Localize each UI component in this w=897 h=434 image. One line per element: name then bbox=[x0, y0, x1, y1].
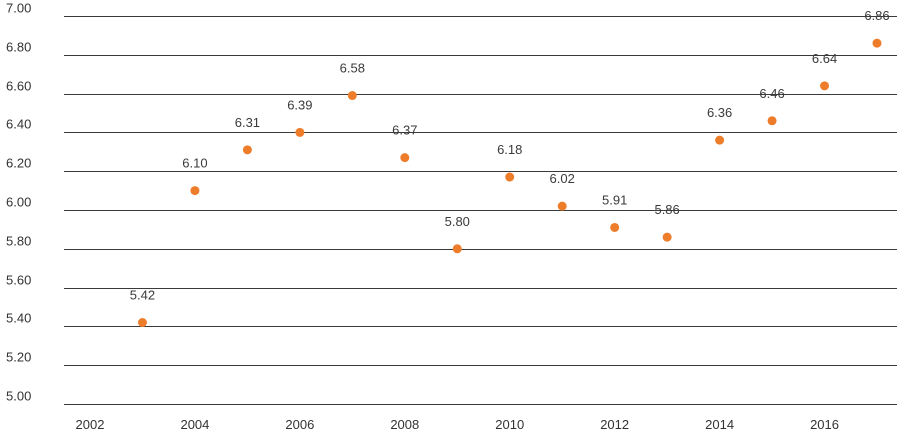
data-point-2006 bbox=[295, 127, 305, 137]
y-tick-label: 6.80 bbox=[6, 40, 31, 55]
x-tick-label: 2002 bbox=[76, 417, 105, 432]
data-point-2005 bbox=[242, 145, 252, 155]
data-point-2007 bbox=[347, 91, 357, 101]
y-tick-label: 5.60 bbox=[6, 273, 31, 288]
data-point-2010 bbox=[505, 172, 515, 182]
data-label-2005: 6.31 bbox=[235, 115, 260, 130]
y-axis-tick-labels: 5.00 5.20 5.40 5.60 5.80 6.00 6.20 6.40 6.60 6.80… bbox=[6, 1, 31, 404]
data-points bbox=[137, 38, 882, 328]
data-label-2011: 6.02 bbox=[550, 171, 575, 186]
data-label-2012: 5.91 bbox=[602, 192, 627, 207]
x-tick-label: 2012 bbox=[600, 417, 629, 432]
data-point-2003 bbox=[137, 318, 147, 328]
data-label-2016: 6.64 bbox=[812, 51, 837, 66]
data-point-2015 bbox=[767, 116, 777, 126]
x-tick-label: 2014 bbox=[705, 417, 734, 432]
x-tick-label: 2016 bbox=[810, 417, 839, 432]
data-labels: 5.42 6.10 6.31 6.39 6.58 6.37 5.80 6.18 6.02 5.91… bbox=[130, 8, 890, 302]
x-axis-tick-labels: 2002 2004 2006 2008 2010 2012 2014 2016 bbox=[76, 417, 839, 432]
data-point-2011 bbox=[557, 201, 567, 211]
y-tick-label: 6.00 bbox=[6, 195, 31, 210]
x-tick-label: 2004 bbox=[180, 417, 209, 432]
y-tick-label: 6.40 bbox=[6, 117, 31, 132]
y-tick-label: 7.00 bbox=[6, 1, 31, 16]
data-label-2015: 6.46 bbox=[759, 86, 784, 101]
gridlines bbox=[64, 16, 897, 405]
y-tick-label: 5.00 bbox=[6, 389, 31, 404]
data-label-2006: 6.39 bbox=[287, 97, 312, 112]
x-tick-label: 2008 bbox=[390, 417, 419, 432]
data-label-2017: 6.86 bbox=[864, 8, 889, 23]
data-point-2012 bbox=[610, 222, 620, 232]
x-tick-label: 2006 bbox=[285, 417, 314, 432]
data-point-2014 bbox=[715, 135, 725, 145]
x-tick-label: 2010 bbox=[495, 417, 524, 432]
y-tick-label: 5.20 bbox=[6, 350, 31, 365]
data-label-2009: 5.80 bbox=[445, 214, 470, 229]
data-label-2010: 6.18 bbox=[497, 142, 522, 157]
data-label-2008: 6.37 bbox=[392, 123, 417, 138]
y-tick-label: 6.60 bbox=[6, 79, 31, 94]
y-tick-label: 5.80 bbox=[6, 234, 31, 249]
data-label-2014: 6.36 bbox=[707, 105, 732, 120]
data-point-2013 bbox=[662, 232, 672, 242]
data-label-2003: 5.42 bbox=[130, 288, 155, 303]
data-point-2009 bbox=[452, 244, 462, 254]
data-point-2004 bbox=[190, 186, 200, 196]
data-point-2016 bbox=[820, 81, 830, 91]
data-label-2007: 6.58 bbox=[340, 61, 365, 76]
data-point-2008 bbox=[400, 153, 410, 163]
y-tick-label: 6.20 bbox=[6, 156, 31, 171]
data-label-2004: 6.10 bbox=[182, 156, 207, 171]
y-tick-label: 5.40 bbox=[6, 311, 31, 326]
data-label-2013: 5.86 bbox=[654, 202, 679, 217]
data-point-2017 bbox=[872, 38, 882, 48]
